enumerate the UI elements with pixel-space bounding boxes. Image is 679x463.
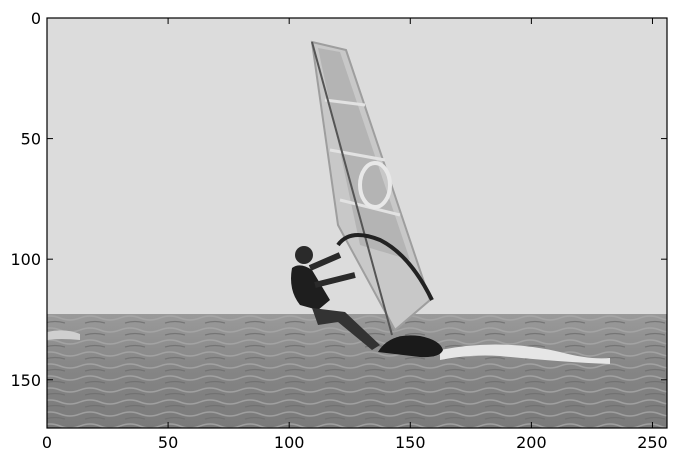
mast bbox=[311, 41, 393, 336]
boom bbox=[336, 233, 434, 301]
y-tick-label: 50 bbox=[21, 130, 41, 149]
head bbox=[295, 246, 313, 264]
x-tick-label: 200 bbox=[516, 433, 547, 452]
spray bbox=[440, 344, 610, 364]
y-tick-label: 0 bbox=[31, 9, 41, 28]
arms bbox=[308, 252, 356, 288]
image bbox=[47, 18, 667, 428]
y-tick-label: 150 bbox=[10, 371, 41, 390]
legs bbox=[312, 308, 380, 350]
y-tick-label: 100 bbox=[10, 250, 41, 269]
foam bbox=[47, 330, 80, 340]
x-tick-label: 0 bbox=[42, 433, 52, 452]
body bbox=[291, 265, 330, 310]
sail-logo bbox=[358, 161, 392, 209]
x-tick-label: 150 bbox=[395, 433, 426, 452]
plot-frame bbox=[46, 17, 668, 429]
x-tick-label: 250 bbox=[637, 433, 668, 452]
board bbox=[378, 335, 443, 358]
x-tick-label: 100 bbox=[274, 433, 305, 452]
x-tick-label: 50 bbox=[158, 433, 178, 452]
